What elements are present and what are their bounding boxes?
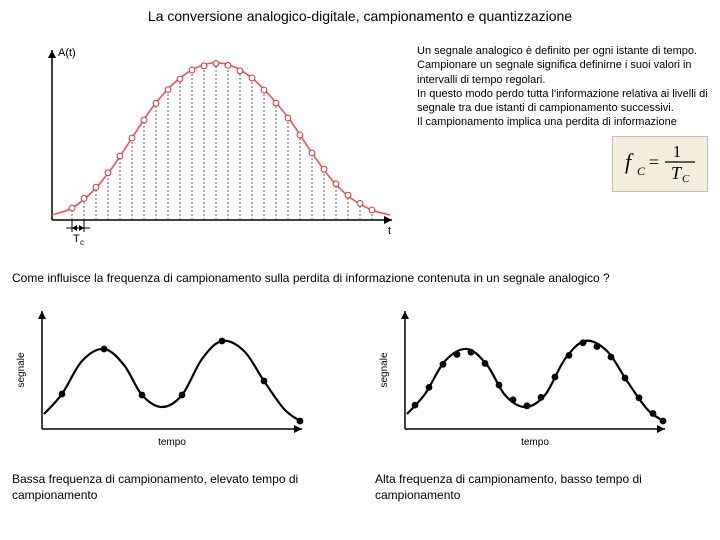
question-text: Come influisce la frequenza di campionam… [12, 271, 708, 285]
top-row: A(t) t Tc Un segnale analogico è definito … [12, 30, 708, 251]
svg-text:C: C [637, 164, 646, 178]
svg-text:A(t): A(t) [58, 47, 76, 59]
svg-text:1: 1 [673, 142, 682, 161]
low-freq-chart: segnale tempo [12, 299, 312, 449]
high-freq-chart: segnale tempo [375, 299, 675, 449]
formula-box: fC=1TC [612, 136, 708, 192]
description-block: Un segnale analogico è definito per ogni… [417, 30, 708, 251]
svg-text:tempo: tempo [521, 437, 549, 448]
svg-text:C: C [682, 173, 690, 183]
sampling-chart: A(t) t Tc [12, 30, 407, 251]
caption-left: Bassa frequenza di campionamento, elevat… [12, 472, 345, 503]
description-text: Un segnale analogico è definito per ogni… [417, 44, 708, 130]
bottom-row: segnale tempo Bassa frequenza di campiona… [12, 299, 708, 503]
svg-text:=: = [649, 152, 659, 172]
high-freq-col: segnale tempo Alta frequenza di campionam… [375, 299, 708, 503]
svg-text:segnale: segnale [16, 352, 27, 387]
svg-text:tempo: tempo [158, 437, 186, 448]
low-freq-col: segnale tempo Bassa frequenza di campiona… [12, 299, 345, 503]
page-title: La conversione analogico-digitale, campi… [12, 8, 708, 24]
svg-text:f: f [625, 149, 634, 174]
caption-right: Alta frequenza di campionamento, basso t… [375, 472, 708, 503]
svg-text:T: T [73, 233, 80, 245]
svg-text:t: t [388, 225, 391, 237]
svg-text:c: c [80, 238, 84, 246]
svg-text:segnale: segnale [379, 352, 390, 387]
